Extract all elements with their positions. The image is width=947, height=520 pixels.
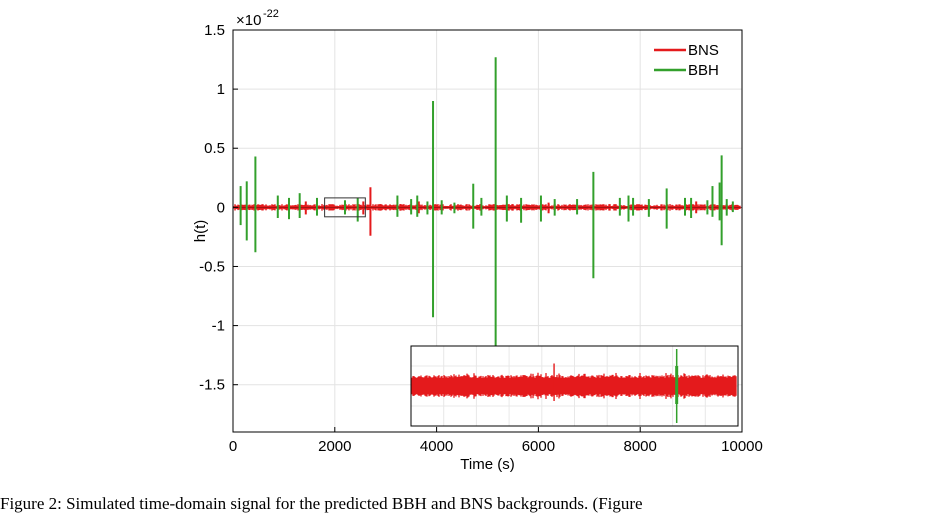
x-tick-label: 6000: [522, 438, 555, 455]
legend-background: [648, 38, 736, 78]
y-tick-label: -1: [212, 318, 225, 335]
y-tick-label: 0: [217, 199, 225, 216]
legend-label: BNS: [688, 42, 719, 59]
plot-frame: [232, 29, 743, 433]
plot-series: [233, 57, 742, 346]
inset-plot: [410, 345, 739, 427]
legend: BNS BBH: [648, 38, 736, 79]
figure-caption: Figure 2: Simulated time-domain signal f…: [0, 494, 643, 513]
x-axis-label: Time (s): [460, 456, 514, 473]
legend-label: BBH: [688, 62, 719, 79]
y-tick-label: 1: [217, 81, 225, 98]
y-tick-label: 1.5: [204, 22, 225, 39]
inset-frame: [410, 345, 739, 427]
x-tick-label: 2000: [318, 438, 351, 455]
x-tick-label: 0: [229, 438, 237, 455]
x-tick-label: 8000: [624, 438, 657, 455]
chart: 0 2000 4000 6000 8000 10000 -1.5 -1 -0.5 0 0.5 1 1.…: [192, 8, 763, 473]
x-axis-ticks: 0 2000 4000 6000 8000 10000: [229, 427, 763, 455]
y-tick-label: -0.5: [199, 258, 225, 275]
x-tick-label: 10000: [721, 438, 763, 455]
axis-exponent-base: ×10: [236, 12, 261, 29]
x-tick-label: 4000: [420, 438, 453, 455]
y-axis-ticks: -1.5 -1 -0.5 0 0.5 1 1.5: [199, 22, 238, 394]
axis-exponent-power: -22: [263, 8, 279, 20]
y-tick-label: 0.5: [204, 140, 225, 157]
y-tick-label: -1.5: [199, 377, 225, 394]
zoom-box: [324, 197, 366, 218]
y-axis-label: h(t): [192, 220, 209, 243]
